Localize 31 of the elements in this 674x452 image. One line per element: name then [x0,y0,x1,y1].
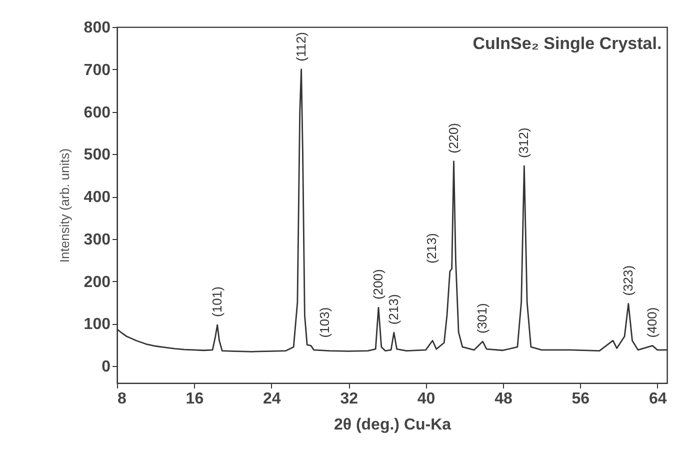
annotation: (200) [370,269,386,300]
x-tick-label: 24 [262,390,281,408]
annotation: (323) [620,265,636,296]
y-tick-label: 500 [84,146,111,164]
y-axis-title: Intensity (arb. units) [56,148,72,263]
x-tick-label: 8 [118,390,126,408]
annotation: (112) [293,32,308,62]
chart-title: CuInSe₂ Single Crystal. [472,34,662,53]
y-tick-label: 100 [84,316,111,334]
annotation: (101) [209,286,224,317]
x-tick-label: 40 [417,390,436,408]
annotation: (312) [516,128,532,158]
y-tick-label: 400 [84,189,111,206]
x-axis-title: 2θ (deg.) Cu-Ka [334,416,452,434]
y-tick-label: 200 [84,274,111,291]
x-tick-label: 64 [648,390,667,408]
x-tick-label: 32 [340,390,358,408]
x-tick-label: 16 [186,390,204,408]
x-tick-label: 48 [494,390,512,408]
y-tick-label: 600 [84,104,111,122]
y-tick-label: 700 [84,62,111,79]
annotation: (103) [316,307,332,338]
y-tick-label: 300 [84,231,111,248]
annotation: (213) [386,294,401,325]
y-tick-label: 800 [84,20,111,36]
x-tick-label: 56 [572,390,590,408]
annotation: (301) [474,303,490,334]
annotation: (400) [644,307,660,338]
annotation: (213) [424,233,439,264]
annotation: (220) [446,122,461,154]
y-tick-label: 0 [102,358,111,376]
